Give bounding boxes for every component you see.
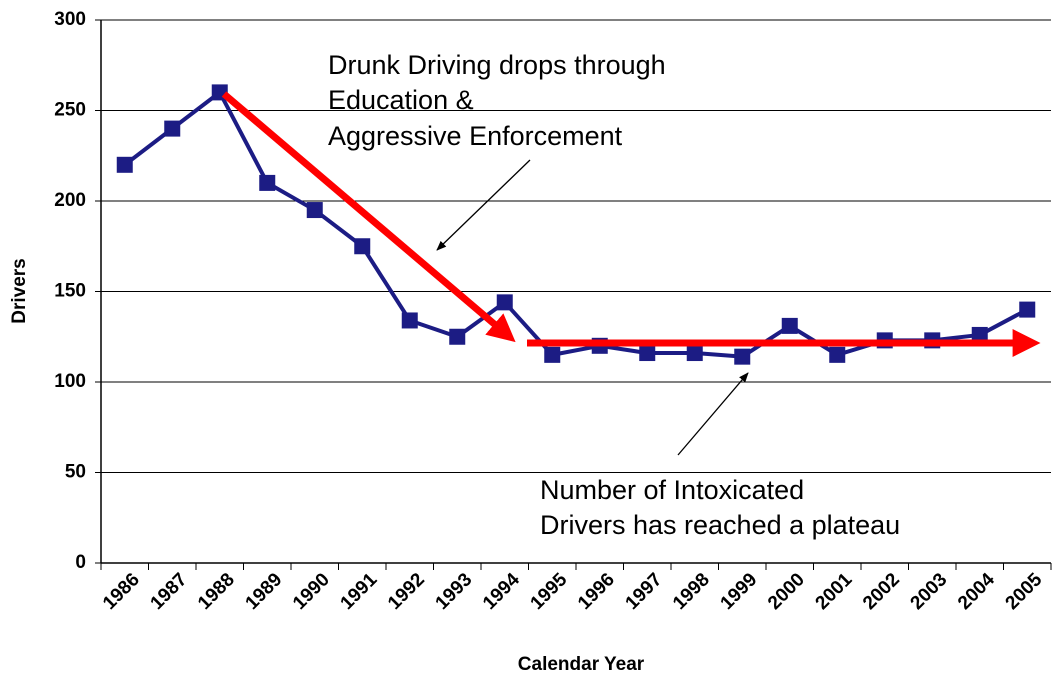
arrows: [221, 91, 1041, 456]
y-tick-label: 100: [54, 371, 86, 392]
x-tick-label: 1986: [99, 569, 144, 614]
x-tick-label: 1990: [289, 569, 334, 614]
x-tick-label: 1999: [717, 569, 762, 614]
y-axis-label: Drivers: [9, 258, 30, 324]
point: [686, 345, 703, 362]
y-tick-label: 0: [75, 552, 86, 573]
pointer-arrow: [436, 159, 531, 251]
x-tick-label: 1989: [242, 569, 287, 614]
x-tick-label: 1987: [147, 569, 192, 614]
x-tick-label: 2002: [859, 569, 904, 614]
y-tick-label: 300: [54, 9, 86, 30]
point: [116, 156, 133, 173]
x-tick-label: 1996: [574, 569, 619, 614]
point: [401, 312, 418, 329]
annotation: Drunk Driving drops through: [328, 50, 666, 80]
x-tick-label: 1998: [669, 569, 714, 614]
point: [259, 174, 276, 191]
x-tick-label: 2001: [812, 569, 857, 614]
annotation: Education &: [328, 85, 474, 115]
trend-arrow: [221, 91, 516, 343]
annotation: Aggressive Enforcement: [328, 121, 623, 151]
y-tick-label: 150: [54, 281, 86, 302]
x-tick-label: 2000: [764, 569, 809, 614]
point: [734, 348, 751, 365]
point: [164, 120, 181, 137]
point: [971, 326, 988, 343]
x-tick-label: 1995: [527, 569, 572, 614]
point: [829, 346, 846, 363]
x-axis-label: Calendar Year: [518, 654, 645, 675]
x-tick-label: 1997: [622, 569, 667, 614]
point: [639, 345, 656, 362]
point: [306, 202, 323, 219]
x-tick-label: 1993: [432, 569, 477, 614]
annotation: Number of Intoxicated: [540, 475, 804, 505]
point: [544, 346, 561, 363]
pointer-arrow: [677, 372, 749, 456]
x-tick-label: 1991: [337, 569, 382, 614]
x-tick-label: 2003: [907, 569, 952, 614]
annotation: Drivers has reached a plateau: [540, 510, 900, 540]
point: [449, 328, 466, 345]
x-tick-label: 2005: [1002, 569, 1047, 614]
point: [354, 238, 371, 255]
point: [1019, 301, 1036, 318]
y-tick-label: 200: [54, 190, 86, 211]
x-tick-label: 1988: [194, 569, 239, 614]
x-tick-label: 2004: [954, 569, 999, 614]
x-tick-label: 1994: [479, 569, 524, 614]
y-tick-label: 50: [65, 462, 86, 483]
x-tick-label: 1992: [384, 569, 429, 614]
point: [781, 317, 798, 334]
point: [496, 294, 513, 311]
y-tick-label: 250: [54, 100, 86, 121]
